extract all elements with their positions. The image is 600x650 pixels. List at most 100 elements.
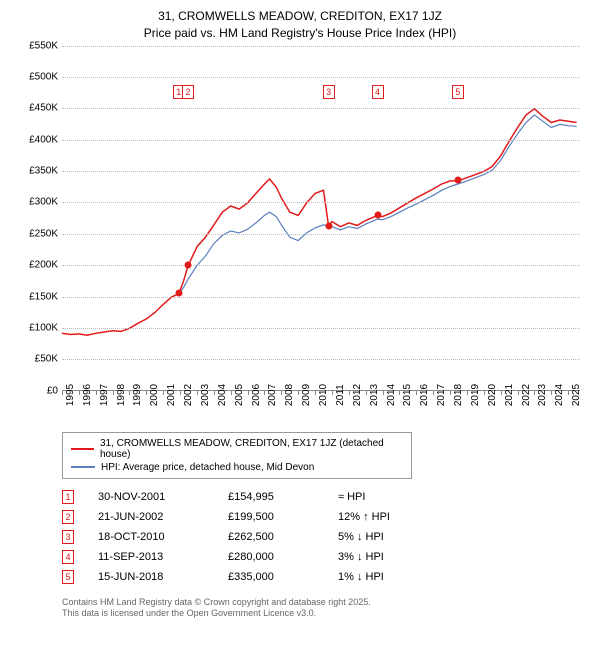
- transaction-delta: 5% ↓ HPI: [338, 531, 448, 543]
- grid-line: [62, 265, 580, 266]
- x-tick-mark: [197, 391, 198, 395]
- x-tick-mark: [467, 391, 468, 395]
- x-tick-mark: [298, 391, 299, 395]
- transaction-price: £199,500: [228, 511, 338, 523]
- sale-marker-label: 3: [323, 85, 335, 99]
- legend-label: HPI: Average price, detached house, Mid …: [101, 462, 314, 473]
- x-tick-mark: [501, 391, 502, 395]
- x-tick-label: 2021: [504, 383, 515, 405]
- grid-line: [62, 234, 580, 235]
- chart-area: £0£50K£100K£150K£200K£250K£300K£350K£400…: [20, 46, 580, 426]
- transaction-marker: 2: [62, 510, 74, 524]
- table-row: 515-JUN-2018£335,0001% ↓ HPI: [62, 567, 590, 587]
- legend-item: HPI: Average price, detached house, Mid …: [71, 461, 403, 474]
- plot-area: 12345: [62, 46, 580, 391]
- chart-container: 31, CROMWELLS MEADOW, CREDITON, EX17 1JZ…: [0, 0, 600, 650]
- chart-svg: [62, 46, 580, 390]
- grid-line: [62, 202, 580, 203]
- x-tick-mark: [568, 391, 569, 395]
- y-tick-label: £500K: [29, 71, 58, 82]
- grid-line: [62, 359, 580, 360]
- x-tick-label: 2017: [436, 383, 447, 405]
- x-tick-label: 2015: [402, 383, 413, 405]
- x-tick-label: 1999: [132, 383, 143, 405]
- y-tick-label: £150K: [29, 291, 58, 302]
- x-tick-mark: [79, 391, 80, 395]
- title-subtitle: Price paid vs. HM Land Registry's House …: [10, 25, 590, 42]
- x-tick-label: 2003: [200, 383, 211, 405]
- x-tick-label: 1998: [116, 383, 127, 405]
- legend-label: 31, CROMWELLS MEADOW, CREDITON, EX17 1JZ…: [100, 438, 403, 460]
- x-tick-mark: [214, 391, 215, 395]
- sale-marker-dot: [454, 177, 461, 184]
- x-tick-mark: [332, 391, 333, 395]
- grid-line: [62, 171, 580, 172]
- transaction-price: £280,000: [228, 551, 338, 563]
- table-row: 221-JUN-2002£199,50012% ↑ HPI: [62, 507, 590, 527]
- sale-marker-dot: [325, 222, 332, 229]
- transaction-marker: 3: [62, 530, 74, 544]
- grid-line: [62, 328, 580, 329]
- sale-marker-label: 4: [372, 85, 384, 99]
- x-tick-mark: [433, 391, 434, 395]
- title-address: 31, CROMWELLS MEADOW, CREDITON, EX17 1JZ: [10, 8, 590, 25]
- x-tick-label: 1995: [65, 383, 76, 405]
- x-tick-mark: [534, 391, 535, 395]
- x-tick-mark: [264, 391, 265, 395]
- transaction-marker: 5: [62, 570, 74, 584]
- x-tick-mark: [96, 391, 97, 395]
- grid-line: [62, 297, 580, 298]
- x-tick-label: 2011: [335, 384, 346, 406]
- x-tick-mark: [281, 391, 282, 395]
- grid-line: [62, 77, 580, 78]
- x-tick-label: 2007: [267, 383, 278, 405]
- x-axis: 1995199619971998199920002001200220032004…: [62, 391, 580, 426]
- y-tick-label: £350K: [29, 166, 58, 177]
- sale-marker-dot: [175, 290, 182, 297]
- grid-line: [62, 140, 580, 141]
- chart-title: 31, CROMWELLS MEADOW, CREDITON, EX17 1JZ…: [10, 8, 590, 42]
- x-tick-label: 2019: [470, 383, 481, 405]
- x-tick-mark: [450, 391, 451, 395]
- x-tick-mark: [383, 391, 384, 395]
- table-row: 411-SEP-2013£280,0003% ↓ HPI: [62, 547, 590, 567]
- y-tick-label: £450K: [29, 103, 58, 114]
- y-tick-label: £50K: [35, 354, 58, 365]
- x-tick-label: 2012: [352, 383, 363, 405]
- sale-marker-dot: [374, 211, 381, 218]
- x-tick-label: 2018: [453, 383, 464, 405]
- x-tick-label: 2000: [149, 383, 160, 405]
- transaction-price: £154,995: [228, 491, 338, 503]
- x-tick-label: 2009: [301, 383, 312, 405]
- grid-line: [62, 46, 580, 47]
- x-tick-label: 2024: [554, 383, 565, 405]
- footer: Contains HM Land Registry data © Crown c…: [62, 597, 590, 620]
- sale-marker-dot: [185, 262, 192, 269]
- x-tick-mark: [146, 391, 147, 395]
- sale-marker-label: 5: [452, 85, 464, 99]
- transaction-date: 18-OCT-2010: [98, 531, 228, 543]
- x-tick-mark: [551, 391, 552, 395]
- legend-item: 31, CROMWELLS MEADOW, CREDITON, EX17 1JZ…: [71, 437, 403, 461]
- table-row: 130-NOV-2001£154,995≈ HPI: [62, 487, 590, 507]
- y-tick-label: £100K: [29, 322, 58, 333]
- x-tick-mark: [349, 391, 350, 395]
- transaction-marker: 1: [62, 490, 74, 504]
- transactions-table: 130-NOV-2001£154,995≈ HPI221-JUN-2002£19…: [62, 487, 590, 587]
- x-tick-mark: [366, 391, 367, 395]
- y-tick-label: £400K: [29, 134, 58, 145]
- transaction-delta: 12% ↑ HPI: [338, 511, 448, 523]
- y-tick-label: £550K: [29, 40, 58, 51]
- table-row: 318-OCT-2010£262,5005% ↓ HPI: [62, 527, 590, 547]
- x-tick-mark: [399, 391, 400, 395]
- x-tick-label: 2005: [234, 383, 245, 405]
- x-tick-mark: [180, 391, 181, 395]
- x-tick-mark: [113, 391, 114, 395]
- x-tick-mark: [315, 391, 316, 395]
- footer-line1: Contains HM Land Registry data © Crown c…: [62, 597, 590, 609]
- x-tick-mark: [231, 391, 232, 395]
- legend-swatch: [71, 448, 94, 450]
- x-tick-mark: [484, 391, 485, 395]
- x-tick-label: 2013: [369, 383, 380, 405]
- x-tick-label: 1997: [99, 383, 110, 405]
